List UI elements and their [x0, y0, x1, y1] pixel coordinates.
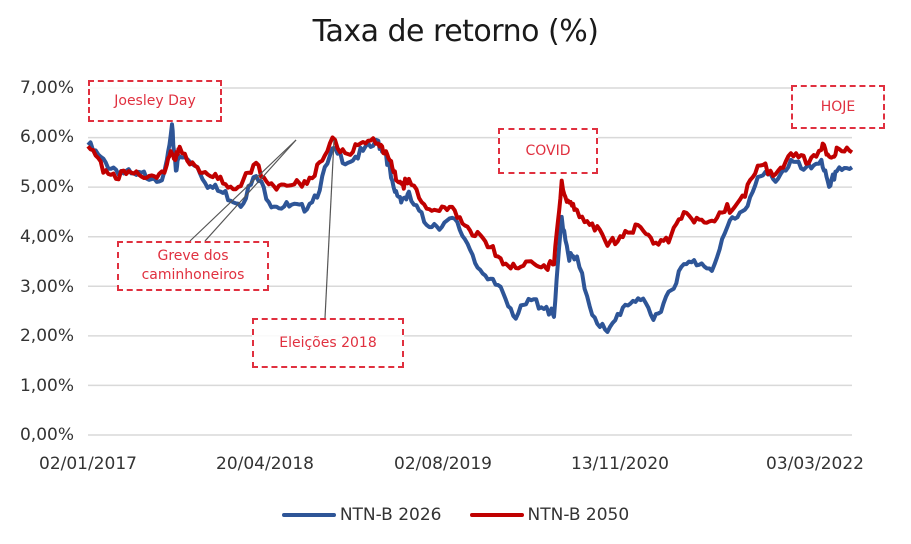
- legend: NTN-B 2026 NTN-B 2050: [0, 505, 911, 525]
- series-line-ntn-b-2050: [86, 135, 854, 272]
- annotation-label: caminhoneiros: [141, 267, 245, 283]
- y-tick-label: 6,00%: [19, 127, 74, 147]
- y-tick-label: 2,00%: [19, 326, 74, 346]
- annotation-label: HOJE: [820, 98, 856, 115]
- annotation-label: Eleições 2018: [279, 334, 377, 351]
- x-tick-label: 02/01/2017: [39, 454, 137, 474]
- y-tick-label: 3,00%: [19, 277, 74, 297]
- x-tick-label: 20/04/2018: [216, 454, 314, 474]
- legend-label: NTN-B 2026: [339, 505, 442, 525]
- annotation-covid: COVID: [498, 128, 598, 174]
- y-tick-label: 5,00%: [19, 177, 74, 197]
- y-tick-label: 7,00%: [19, 78, 74, 98]
- x-tick-label: 02/08/2019: [394, 454, 492, 474]
- annotation-joesley-day: Joesley Day: [88, 80, 222, 122]
- legend-label: NTN-B 2050: [527, 505, 630, 525]
- annotation-label: Greve dos: [157, 248, 229, 265]
- legend-item-ntnb-2026[interactable]: NTN-B 2026: [281, 505, 442, 525]
- x-tick-label: 03/03/2022: [766, 454, 864, 474]
- x-tick-label: 13/11/2020: [571, 454, 669, 474]
- annotation-greve: Greve dos caminhoneiros: [117, 241, 269, 291]
- annotation-leader-line: [324, 139, 335, 319]
- series-line-ntn-b-2026: [86, 122, 854, 334]
- annotation-leader-line: [189, 139, 297, 242]
- annotation-hoje: HOJE: [791, 85, 885, 129]
- legend-swatch-icon: [469, 513, 524, 517]
- annotation-label: Joesley Day: [114, 92, 196, 109]
- annotation-label: COVID: [525, 142, 571, 159]
- y-tick-label: 0,00%: [19, 425, 74, 445]
- y-tick-label: 1,00%: [19, 376, 74, 396]
- legend-item-ntnb-2050[interactable]: NTN-B 2050: [469, 505, 630, 525]
- chart-title: Taxa de retorno (%): [312, 14, 599, 49]
- legend-swatch-icon: [281, 513, 336, 517]
- annotation-eleicoes-2018: Eleições 2018: [252, 318, 404, 368]
- annotation-leader-line: [204, 139, 297, 242]
- y-tick-label: 4,00%: [19, 227, 74, 247]
